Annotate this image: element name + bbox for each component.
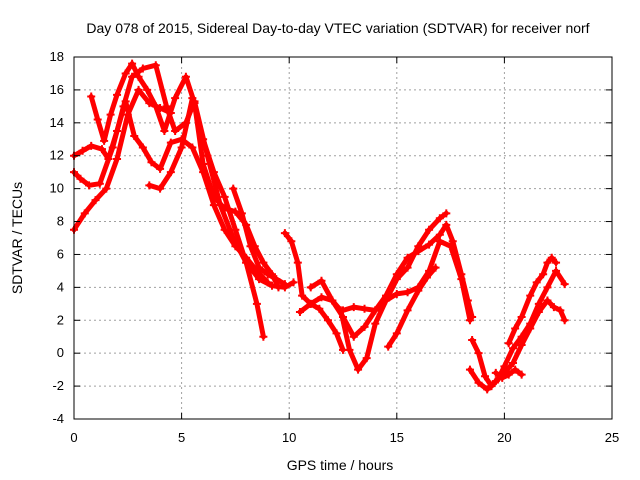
x-tick-label: 20 [497,430,511,445]
x-tick-label: 10 [282,430,296,445]
y-tick-label: 6 [57,246,64,261]
y-tick-label: 10 [50,181,64,196]
y-tick-label: 8 [57,214,64,229]
y-tick-label: 4 [57,279,64,294]
series-arc-9 [311,213,447,369]
x-axis-label: GPS time / hours [287,457,394,473]
y-tick-label: 14 [50,115,64,130]
sdtvar-chart: Day 078 of 2015, Sidereal Day-to-day VTE… [0,0,640,480]
x-tick-label: 25 [605,430,619,445]
y-tick-label: 2 [57,312,64,327]
y-tick-label: 18 [50,49,64,64]
x-tick-label: 5 [178,430,185,445]
x-tick-label: 15 [390,430,404,445]
x-tick-labels: 0 5 10 15 20 25 [70,430,619,445]
y-axis-label: SDTVAR / TECUs [9,182,25,294]
x-tick-label: 0 [70,430,77,445]
chart-title: Day 078 of 2015, Sidereal Day-to-day VTE… [86,20,589,36]
series-arc-7 [285,233,343,350]
y-tick-labels: -4 -2 0 2 4 6 8 10 12 14 16 18 [50,49,64,426]
axis-ticks [74,57,612,419]
y-tick-label: -2 [52,378,64,393]
series-layer [70,60,569,394]
series-arc-5 [149,98,263,337]
grid-lines [74,57,612,419]
series-arc-4 [91,64,278,288]
y-tick-label: -4 [52,411,64,426]
y-tick-label: 16 [50,82,64,97]
y-tick-label: 12 [50,148,64,163]
y-tick-label: 0 [57,345,64,360]
plot-frame [74,57,612,419]
